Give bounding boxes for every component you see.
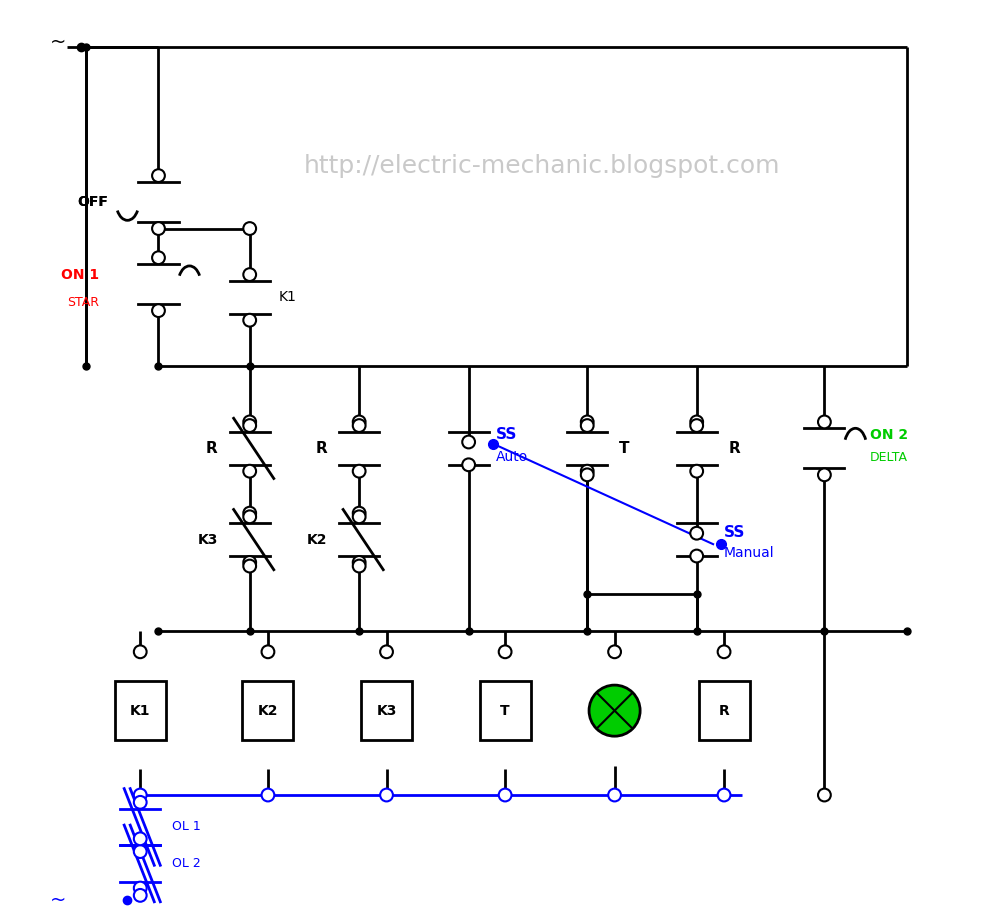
Text: ON 2: ON 2 — [870, 427, 908, 442]
FancyBboxPatch shape — [698, 682, 750, 740]
Text: Manual: Manual — [724, 546, 775, 560]
Text: K3: K3 — [197, 533, 218, 546]
Text: DELTA: DELTA — [870, 451, 908, 464]
Circle shape — [243, 560, 256, 573]
Circle shape — [353, 507, 366, 520]
Circle shape — [152, 252, 165, 264]
Text: T: T — [500, 704, 510, 717]
Text: K1: K1 — [279, 290, 297, 305]
Circle shape — [380, 645, 393, 658]
Text: http://electric-mechanic.blogspot.com: http://electric-mechanic.blogspot.com — [304, 154, 780, 178]
Text: Auto: Auto — [496, 450, 529, 465]
Circle shape — [690, 465, 703, 478]
Circle shape — [152, 222, 165, 235]
Text: OL 1: OL 1 — [173, 821, 201, 834]
FancyBboxPatch shape — [479, 682, 531, 740]
Circle shape — [152, 305, 165, 317]
Circle shape — [608, 789, 621, 802]
Text: K1: K1 — [130, 704, 151, 717]
Text: OL 2: OL 2 — [173, 857, 201, 870]
Text: SS: SS — [724, 525, 745, 540]
Circle shape — [243, 268, 256, 281]
Circle shape — [353, 511, 366, 523]
Circle shape — [690, 415, 703, 428]
Circle shape — [243, 314, 256, 327]
Text: K2: K2 — [258, 704, 278, 717]
Circle shape — [134, 845, 147, 858]
Circle shape — [690, 550, 703, 563]
Circle shape — [818, 789, 830, 802]
Text: OFF: OFF — [77, 195, 108, 210]
Circle shape — [134, 833, 147, 845]
Circle shape — [134, 789, 147, 802]
Circle shape — [243, 222, 256, 235]
Circle shape — [134, 889, 147, 902]
Text: K2: K2 — [307, 533, 327, 546]
Circle shape — [818, 468, 830, 481]
Circle shape — [353, 419, 366, 432]
Circle shape — [243, 415, 256, 428]
Circle shape — [818, 415, 830, 428]
Text: SS: SS — [496, 427, 518, 442]
Circle shape — [581, 468, 593, 481]
FancyBboxPatch shape — [115, 682, 166, 740]
Text: OFF: OFF — [77, 195, 108, 210]
Circle shape — [499, 645, 512, 658]
Circle shape — [243, 507, 256, 520]
Text: R: R — [315, 441, 327, 456]
Circle shape — [243, 465, 256, 478]
Text: R: R — [206, 441, 218, 456]
Circle shape — [134, 645, 147, 658]
Circle shape — [353, 465, 366, 478]
Text: K3: K3 — [376, 704, 397, 717]
Circle shape — [243, 419, 256, 432]
Text: R: R — [728, 441, 740, 456]
FancyBboxPatch shape — [242, 682, 294, 740]
Circle shape — [353, 560, 366, 573]
Text: R: R — [718, 704, 729, 717]
Circle shape — [581, 419, 593, 432]
Circle shape — [581, 465, 593, 478]
Circle shape — [380, 789, 393, 802]
Circle shape — [262, 645, 275, 658]
Text: ON 1: ON 1 — [62, 268, 99, 282]
Circle shape — [353, 556, 366, 569]
Text: ~: ~ — [50, 890, 66, 910]
FancyBboxPatch shape — [361, 682, 412, 740]
Circle shape — [134, 796, 147, 809]
Circle shape — [152, 169, 165, 182]
Circle shape — [462, 458, 475, 471]
Text: ~: ~ — [50, 33, 66, 52]
Circle shape — [690, 527, 703, 540]
Circle shape — [690, 419, 703, 432]
Circle shape — [608, 645, 621, 658]
Circle shape — [243, 556, 256, 569]
Circle shape — [717, 645, 730, 658]
Circle shape — [353, 415, 366, 428]
Circle shape — [462, 436, 475, 448]
Text: STAR: STAR — [67, 296, 99, 309]
Circle shape — [243, 511, 256, 523]
Circle shape — [581, 415, 593, 428]
Circle shape — [499, 789, 512, 802]
Circle shape — [134, 882, 147, 895]
Circle shape — [589, 685, 640, 737]
Text: T: T — [619, 441, 630, 456]
Circle shape — [717, 789, 730, 802]
Circle shape — [262, 789, 275, 802]
